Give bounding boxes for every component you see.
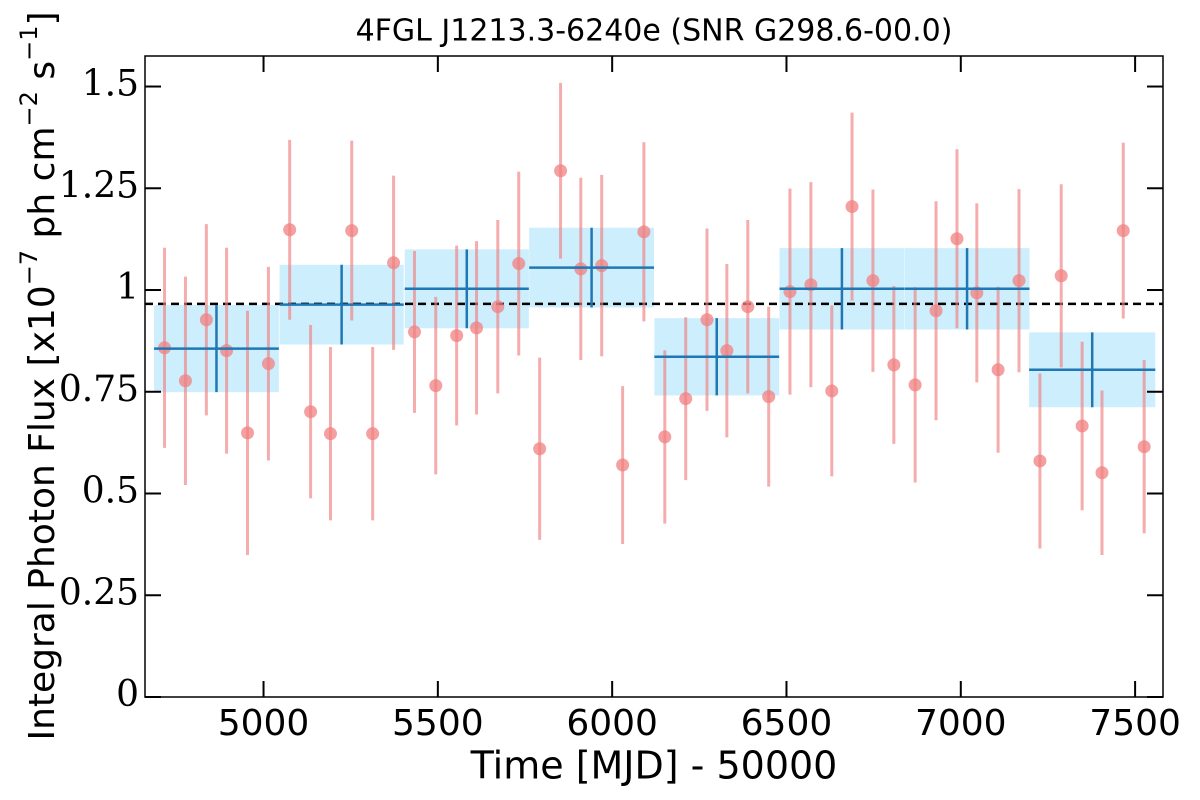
data-point xyxy=(1137,440,1151,454)
y-tick-label: 0.75 xyxy=(59,369,139,410)
data-point xyxy=(1012,274,1026,288)
data-point xyxy=(1033,454,1047,468)
x-tick-label: 6000 xyxy=(566,703,658,744)
data-point xyxy=(845,200,859,214)
data-point xyxy=(450,329,464,343)
data-point xyxy=(825,384,839,398)
x-tick-label: 5000 xyxy=(218,703,310,744)
data-point xyxy=(304,405,318,419)
x-tick-label: 7000 xyxy=(915,703,1007,744)
y-tick-label: 0 xyxy=(116,674,139,715)
data-point xyxy=(616,458,630,472)
data-point xyxy=(783,285,797,299)
data-point xyxy=(261,357,275,371)
data-point xyxy=(595,259,609,273)
y-axis-label: Integral Photon Flux [x10−7 ph cm−2 s−1] xyxy=(15,11,63,740)
data-point xyxy=(429,379,443,393)
data-point xyxy=(491,300,505,314)
data-point xyxy=(407,325,421,339)
y-tick-label: 0.25 xyxy=(59,572,139,613)
data-point xyxy=(887,358,901,372)
y-tick-label: 1.5 xyxy=(82,64,139,105)
y-label-part: Integral Photon Flux [x10 xyxy=(22,285,63,740)
y-label-sup: −1 xyxy=(15,26,43,61)
plot-frame xyxy=(144,55,1164,698)
data-point xyxy=(929,304,943,318)
y-label-part: ph cm xyxy=(22,126,63,249)
data-point xyxy=(470,321,484,335)
data-point xyxy=(950,232,964,246)
data-point xyxy=(323,427,337,441)
data-point xyxy=(283,223,297,237)
y-label-sup: −7 xyxy=(15,250,43,285)
y-label-part: s xyxy=(22,61,63,91)
data-point xyxy=(1075,419,1089,433)
y-tick-label: 1 xyxy=(116,267,139,308)
data-point xyxy=(387,256,401,270)
data-point xyxy=(700,313,714,327)
x-tick-label: 5500 xyxy=(392,703,484,744)
data-point xyxy=(1054,269,1068,283)
y-label-sup: −2 xyxy=(15,91,43,126)
x-tick-label: 6500 xyxy=(741,703,833,744)
data-point xyxy=(533,442,547,456)
data-point xyxy=(178,374,192,388)
data-point xyxy=(345,224,359,238)
data-point xyxy=(991,363,1005,377)
data-point xyxy=(554,164,568,178)
y-tick-label: 0.5 xyxy=(82,471,139,512)
x-axis-label: Time [MJD] - 50000 xyxy=(470,744,838,788)
data-point xyxy=(199,313,213,327)
data-point xyxy=(1095,466,1109,480)
data-point xyxy=(240,426,254,440)
data-point xyxy=(908,378,922,392)
y-tick-label: 1.25 xyxy=(59,165,139,206)
data-point xyxy=(512,257,526,271)
data-point xyxy=(220,344,234,358)
data-point xyxy=(366,427,380,441)
data-point xyxy=(679,392,693,406)
chart-title: 4FGL J1213.3-6240e (SNR G298.6-00.0) xyxy=(356,14,953,49)
x-tick-label: 7500 xyxy=(1089,703,1181,744)
data-point xyxy=(720,344,734,358)
y-label-part: ] xyxy=(22,11,63,25)
data-point xyxy=(637,225,651,239)
data-point xyxy=(762,390,776,404)
data-point xyxy=(1116,224,1130,238)
data-point xyxy=(866,274,880,288)
data-point xyxy=(741,300,755,314)
data-point xyxy=(658,430,672,444)
